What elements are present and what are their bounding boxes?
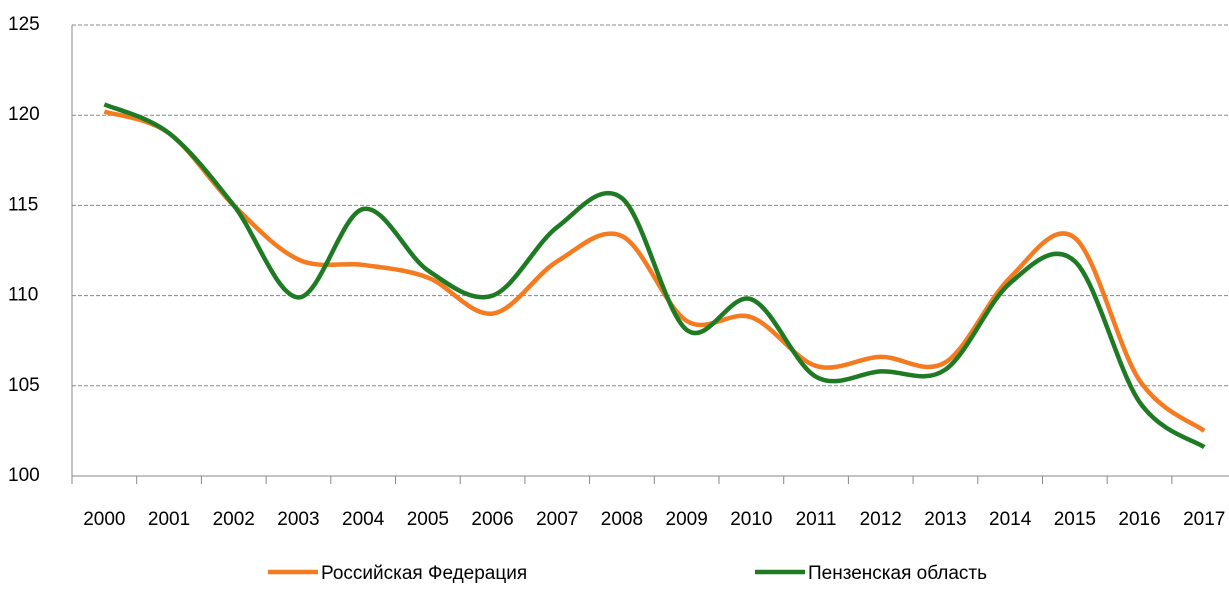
x-tick-label: 2012 (860, 509, 902, 530)
x-tick-label: 2005 (407, 509, 449, 530)
x-tick-label: 2007 (536, 509, 578, 530)
x-tick-label: 2015 (1054, 509, 1096, 530)
x-tick-label: 2009 (666, 509, 708, 530)
legend-label: Пензенская область (808, 563, 987, 584)
legend-label: Российская Федерация (321, 563, 527, 584)
x-tick-label: 2011 (796, 509, 837, 530)
y-tick-label: 100 (8, 465, 40, 486)
x-tick-label: 2010 (730, 509, 772, 530)
x-tick-label: 2002 (213, 509, 255, 530)
x-tick-label: 2013 (924, 509, 966, 530)
y-tick-label: 110 (8, 285, 38, 306)
x-tick-label: 2004 (342, 509, 385, 530)
y-tick-label: 120 (8, 104, 40, 125)
x-tick-label: 2000 (83, 509, 125, 530)
x-tick-label: 2016 (1118, 509, 1160, 530)
x-tick-label: 2006 (471, 509, 513, 530)
x-tick-label: 2014 (989, 509, 1032, 530)
series-line (103, 102, 1206, 450)
x-tick-label: 2008 (601, 509, 643, 530)
y-tick-label: 125 (8, 14, 40, 35)
x-tick-label: 2003 (277, 509, 319, 530)
y-tick-label: 115 (8, 194, 38, 215)
y-tick-label: 105 (8, 375, 40, 396)
x-tick-label: 2001 (148, 509, 190, 530)
x-tick-label: 2017 (1183, 509, 1225, 530)
